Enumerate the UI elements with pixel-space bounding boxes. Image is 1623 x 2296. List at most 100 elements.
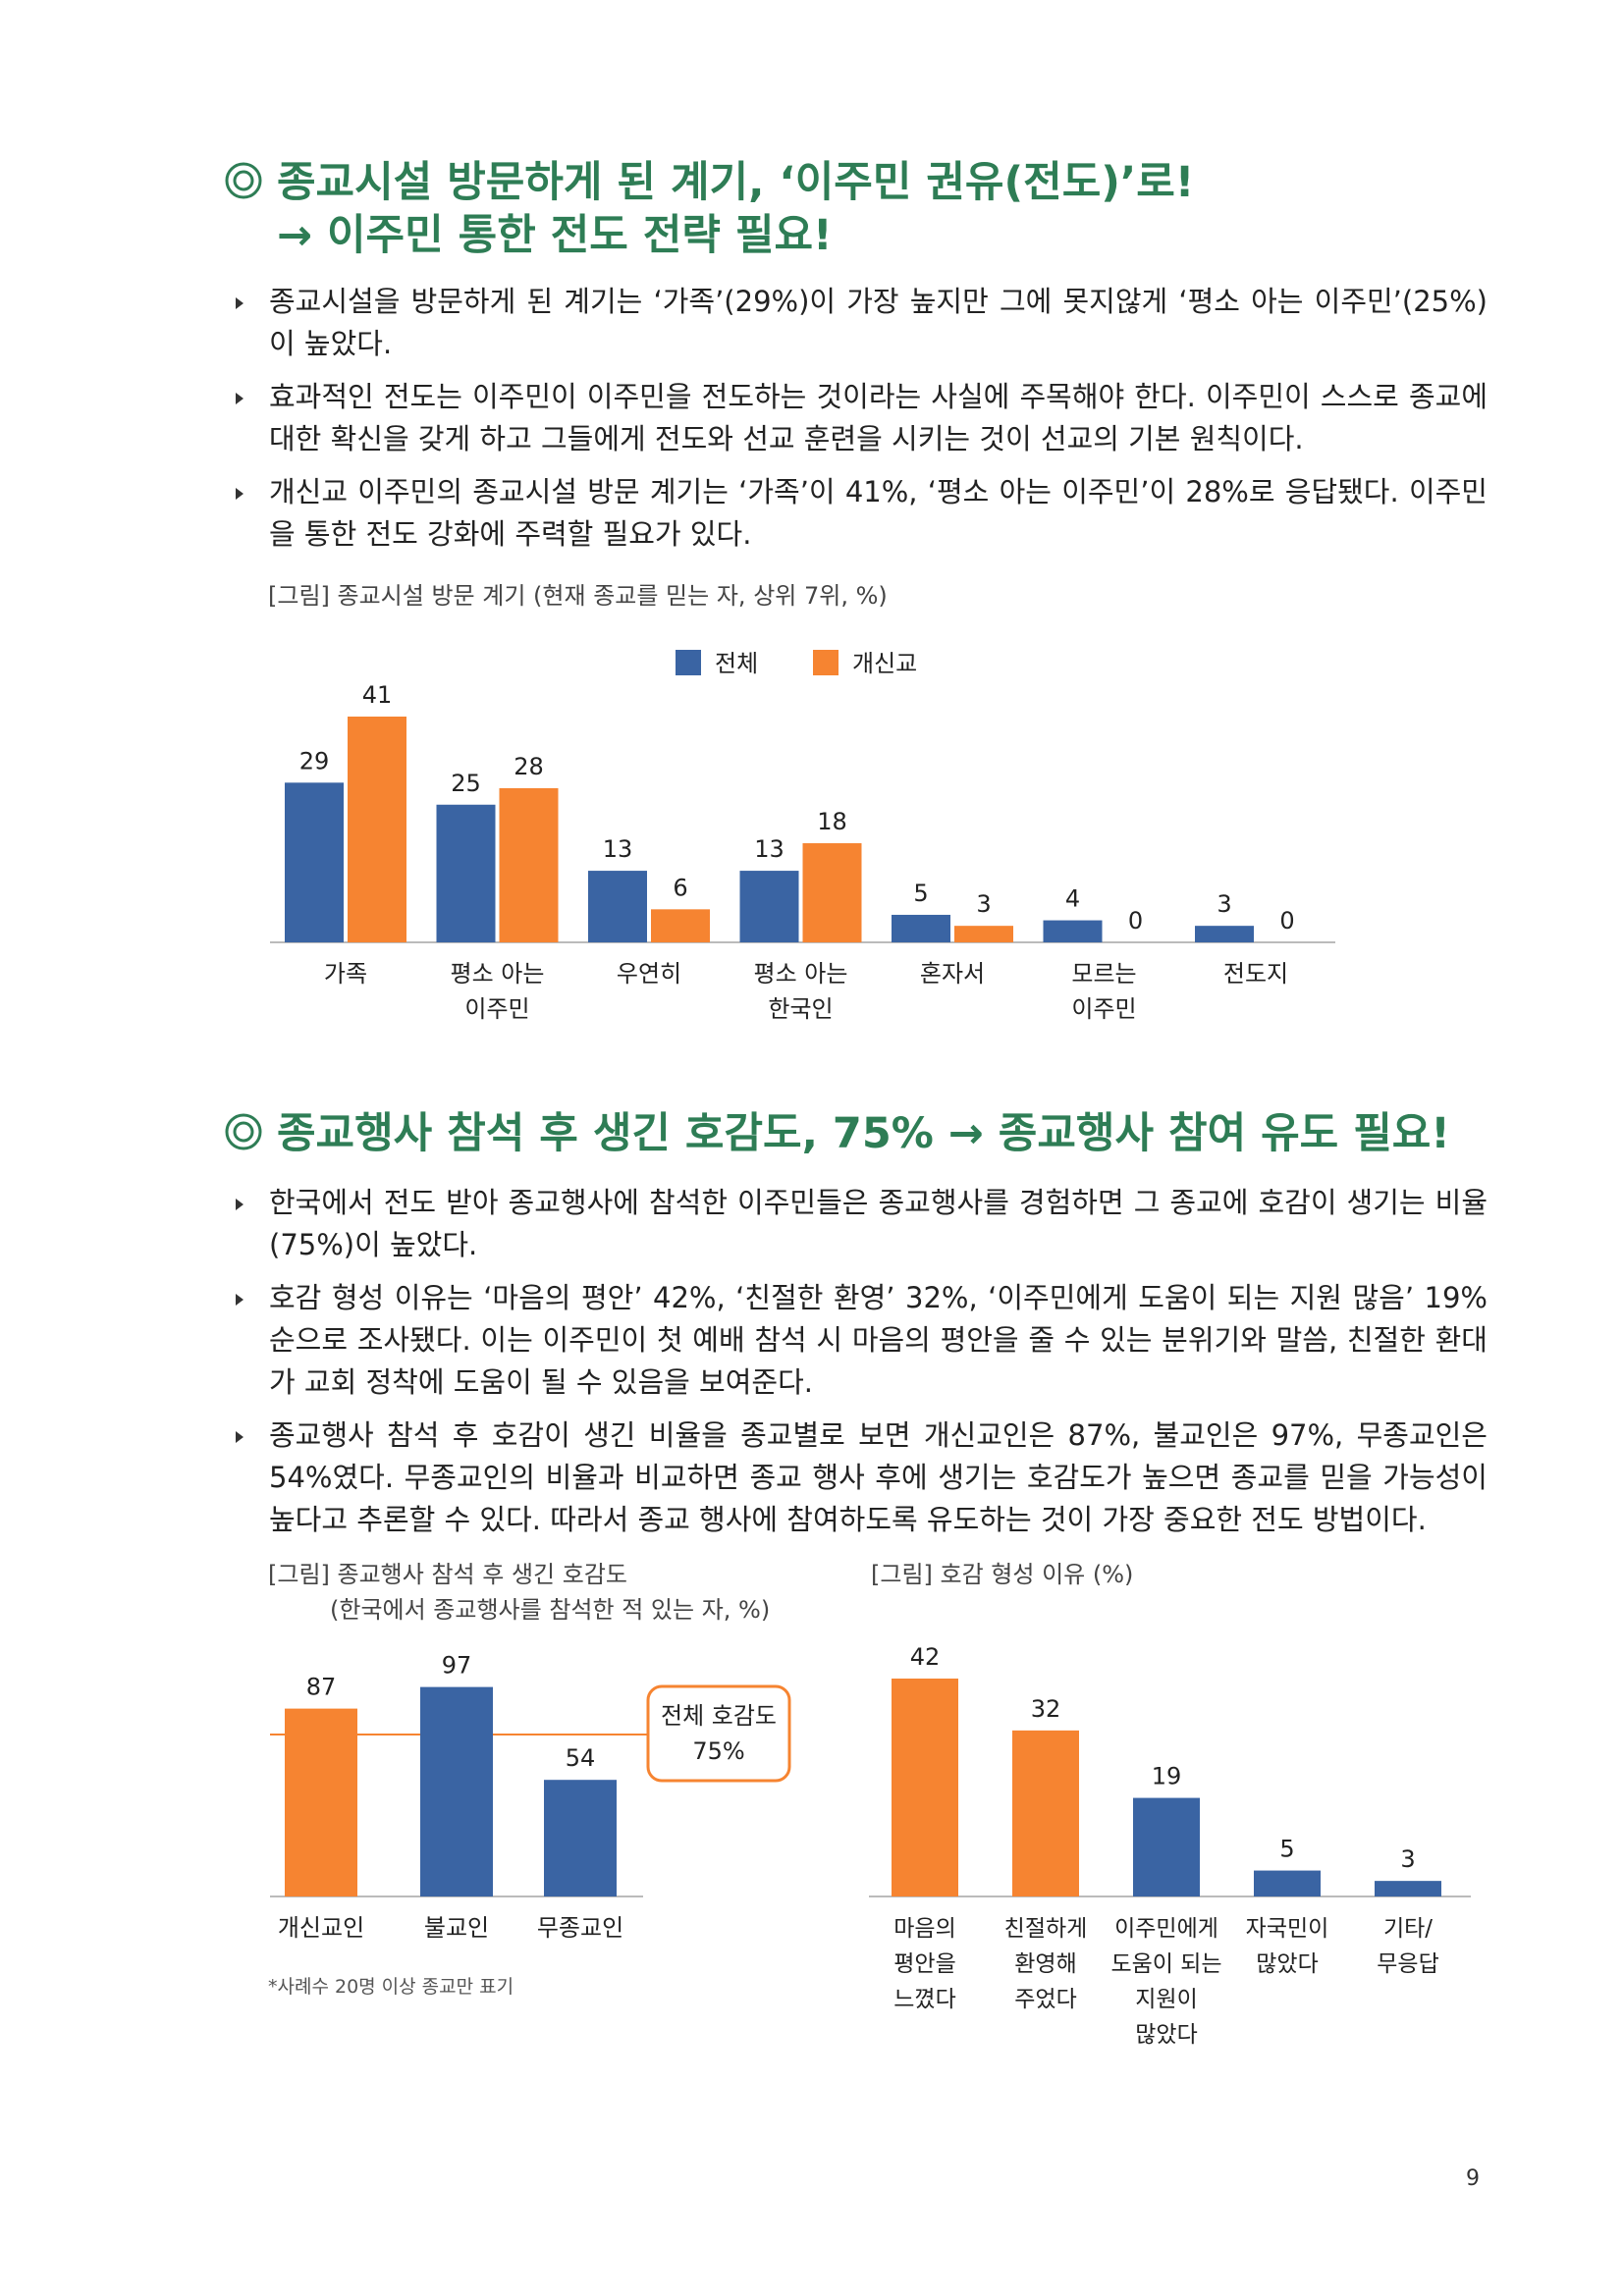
data-label: 19 bbox=[1152, 1763, 1182, 1790]
section2-bullet-list: 한국에서 전도 받아 종교행사에 참석한 이주민들은 종교행사를 경험하면 그 … bbox=[236, 1182, 1488, 1552]
figure2-caption: [그림] 종교행사 참석 후 생긴 호감도 (한국에서 종교행사를 참석한 적 … bbox=[268, 1561, 771, 1624]
data-label: 13 bbox=[603, 835, 633, 863]
data-label: 41 bbox=[362, 681, 393, 709]
bar bbox=[651, 909, 710, 942]
page-number: 9 bbox=[1466, 2166, 1480, 2191]
bar bbox=[1012, 1730, 1079, 1896]
bar bbox=[285, 782, 344, 942]
bar bbox=[544, 1780, 617, 1896]
category-label: 불교인 bbox=[424, 1914, 489, 1942]
bar bbox=[954, 926, 1013, 942]
data-label: 18 bbox=[817, 808, 847, 835]
category-label: 모르는 bbox=[1071, 960, 1136, 988]
category-label: 평안을 bbox=[893, 1951, 955, 1977]
figure1-caption: [그림] 종교시설 방문 계기 (현재 종교를 믿는 자, 상위 7위, %) bbox=[268, 582, 888, 610]
bar bbox=[499, 787, 559, 942]
reference-label: 전체 호감도 bbox=[661, 1702, 777, 1730]
category-label: 느꼈다 bbox=[893, 1987, 955, 2012]
section1-heading-line2: → 이주민 통한 전도 전략 필요! bbox=[277, 211, 833, 260]
footnote: *사례수 20명 이상 종교만 표기 bbox=[268, 1976, 514, 1998]
bar bbox=[420, 1686, 493, 1896]
triangle-bullet-icon bbox=[236, 1431, 243, 1443]
reference-callout: 전체 호감도 75% bbox=[646, 1684, 791, 1783]
data-label: 25 bbox=[451, 770, 481, 797]
category-label: 혼자서 bbox=[920, 960, 985, 988]
bullet-item: 종교시설을 방문하게 된 계기는 ‘가족’(29%)이 가장 높지만 그에 못지… bbox=[236, 281, 1488, 365]
section2-heading-text: 종교행사 참석 후 생긴 호감도, 75% → 종교행사 참여 유도 필요! bbox=[277, 1109, 1450, 1158]
triangle-bullet-icon bbox=[236, 1294, 243, 1306]
bullet-item: 호감 형성 이유는 ‘마음의 평안’ 42%, ‘친절한 환영’ 32%, ‘이… bbox=[236, 1277, 1488, 1404]
bar bbox=[348, 717, 406, 942]
bullet-item: 종교행사 참석 후 호감이 생긴 비율을 종교별로 보면 개신교인은 87%, … bbox=[236, 1415, 1488, 1541]
data-label: 5 bbox=[913, 880, 928, 907]
data-label: 32 bbox=[1031, 1695, 1061, 1723]
favorability-chart: 87 개신교인 97 불교인 54 무종교인 전체 호감도 75% bbox=[270, 1652, 791, 1942]
category-label: 마음의 bbox=[893, 1916, 955, 1942]
bar bbox=[1043, 920, 1103, 942]
legend-label: 전체 bbox=[715, 650, 758, 677]
legend-label: 개신교 bbox=[852, 650, 917, 677]
triangle-bullet-icon bbox=[236, 488, 243, 500]
data-label: 0 bbox=[1128, 907, 1143, 934]
bullet-item: 한국에서 전도 받아 종교행사에 참석한 이주민들은 종교행사를 경험하면 그 … bbox=[236, 1182, 1488, 1266]
triangle-bullet-icon bbox=[236, 393, 243, 404]
bar bbox=[892, 914, 950, 942]
bar bbox=[802, 843, 862, 942]
category-label: 주었다 bbox=[1014, 1987, 1076, 2012]
category-label: 기타/ bbox=[1383, 1916, 1433, 1942]
category-label: 환영해 bbox=[1014, 1951, 1076, 1977]
category-label: 이주민 bbox=[1071, 995, 1136, 1023]
data-label: 13 bbox=[754, 835, 784, 863]
category-label: 많았다 bbox=[1135, 2022, 1197, 2048]
data-label: 5 bbox=[1279, 1836, 1294, 1863]
data-label: 28 bbox=[514, 753, 544, 780]
reference-box bbox=[646, 1684, 791, 1783]
section1-bullet-list: 종교시설을 방문하게 된 계기는 ‘가족’(29%)이 가장 높지만 그에 못지… bbox=[236, 281, 1488, 566]
bar bbox=[739, 871, 799, 942]
section2-heading: 종교행사 참석 후 생긴 호감도, 75% → 종교행사 참여 유도 필요! bbox=[224, 1107, 1450, 1160]
legend-swatch bbox=[813, 650, 839, 675]
bar bbox=[588, 871, 647, 942]
double-circle-icon bbox=[224, 156, 277, 209]
data-label: 3 bbox=[1217, 890, 1231, 918]
bullet-item: 개신교 이주민의 종교시설 방문 계기는 ‘가족’이 41%, ‘평소 아는 이… bbox=[236, 471, 1488, 556]
data-label: 29 bbox=[299, 747, 330, 774]
bar bbox=[1254, 1870, 1321, 1896]
bar bbox=[1133, 1797, 1200, 1896]
category-label: 지원이 bbox=[1135, 1987, 1197, 2012]
data-label: 54 bbox=[566, 1744, 596, 1772]
category-label: 우연히 bbox=[617, 960, 681, 988]
section1-heading: 종교시설 방문하게 된 계기, ‘이주민 권유(전도)’로! bbox=[224, 156, 1194, 209]
category-label: 가족 bbox=[324, 960, 367, 988]
category-label: 자국민이 bbox=[1246, 1916, 1329, 1942]
figure3-caption: [그림] 호감 형성 이유 (%) bbox=[871, 1561, 1134, 1588]
category-label: 도움이 되는 bbox=[1110, 1951, 1221, 1977]
data-label: 42 bbox=[910, 1643, 941, 1671]
data-label: 6 bbox=[673, 874, 687, 901]
data-label: 0 bbox=[1279, 907, 1294, 934]
data-label: 97 bbox=[442, 1652, 472, 1680]
chart-legend: 전체 개신교 bbox=[676, 650, 917, 677]
category-label: 많았다 bbox=[1256, 1951, 1318, 1977]
reference-value: 75% bbox=[692, 1737, 744, 1765]
double-circle-icon bbox=[224, 1107, 277, 1160]
triangle-bullet-icon bbox=[236, 297, 243, 309]
section1-subheading: → 이주민 통한 전도 전략 필요! bbox=[277, 209, 833, 262]
bar bbox=[892, 1679, 958, 1896]
data-label: 87 bbox=[306, 1674, 337, 1701]
category-label: 친절하게 bbox=[1004, 1916, 1088, 1942]
bar bbox=[1195, 926, 1254, 942]
category-label: 평소 아는 bbox=[754, 960, 848, 988]
bar bbox=[1375, 1881, 1441, 1896]
category-label: 이주민 bbox=[464, 995, 529, 1023]
bar bbox=[436, 804, 496, 942]
bar bbox=[285, 1708, 357, 1896]
category-label: 무응답 bbox=[1377, 1951, 1438, 1977]
bullet-item: 효과적인 전도는 이주민이 이주민을 전도하는 것이라는 사실에 주목해야 한다… bbox=[236, 376, 1488, 460]
category-label: 이주민에게 bbox=[1114, 1916, 1218, 1942]
data-label: 3 bbox=[976, 890, 991, 918]
category-label: 한국인 bbox=[768, 995, 833, 1023]
triangle-bullet-icon bbox=[236, 1199, 243, 1210]
